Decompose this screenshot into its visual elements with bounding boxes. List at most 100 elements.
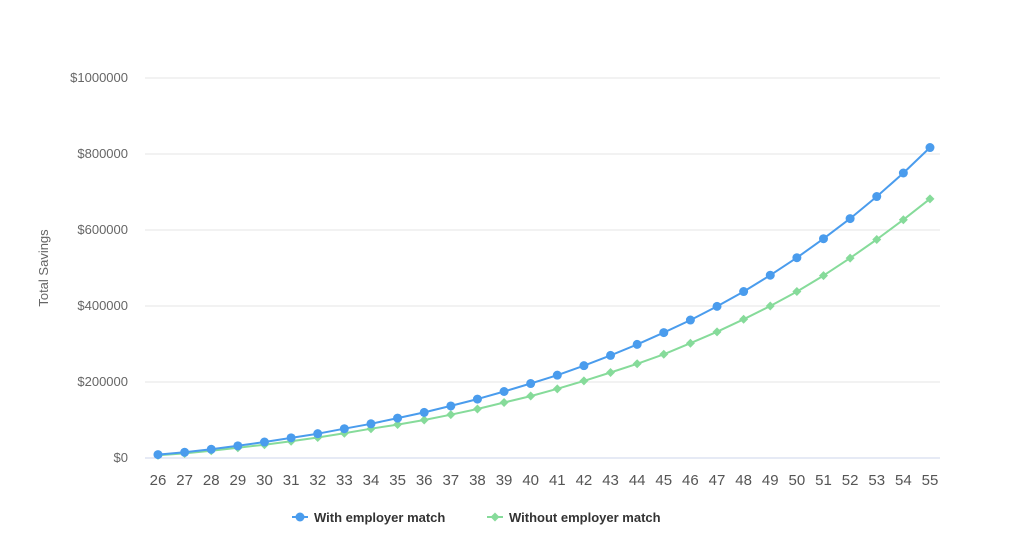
series-line (157, 146, 931, 456)
data-point[interactable] (925, 194, 935, 204)
legend-diamond-icon (490, 512, 500, 522)
x-tick-label: 29 (230, 472, 247, 489)
data-point[interactable] (792, 287, 802, 297)
data-point[interactable] (313, 429, 323, 439)
data-point[interactable] (393, 413, 403, 423)
data-point[interactable] (872, 235, 882, 244)
x-tick-label: 39 (496, 472, 513, 489)
y-tick-label: $600000 (77, 222, 128, 237)
data-point[interactable] (845, 214, 855, 224)
data-point[interactable] (712, 301, 722, 311)
data-point[interactable] (632, 339, 642, 349)
data-point[interactable] (206, 444, 216, 454)
y-tick-label: $200000 (77, 374, 128, 389)
x-tick-label: 38 (469, 472, 486, 489)
data-point[interactable] (925, 143, 935, 153)
data-point[interactable] (632, 359, 642, 369)
data-point[interactable] (606, 350, 616, 360)
x-tick-label: 28 (203, 472, 220, 489)
series-with-match[interactable] (153, 143, 935, 460)
data-point[interactable] (606, 368, 616, 377)
x-tick-label: 30 (256, 472, 273, 489)
x-tick-label: 42 (576, 472, 593, 489)
series-line (157, 198, 931, 457)
data-point[interactable] (659, 328, 669, 338)
data-point[interactable] (579, 376, 589, 386)
data-point[interactable] (552, 384, 562, 394)
x-axis-ticks: 26 27 28 29 30 31 32 33 34 35 36 37 38 39 40 41 42 43 44 45… (150, 472, 939, 489)
data-point[interactable] (898, 215, 908, 225)
legend-item-without-match[interactable]: Without employer match (487, 510, 661, 525)
data-point[interactable] (765, 270, 775, 280)
data-point[interactable] (419, 407, 429, 417)
data-point[interactable] (419, 415, 429, 425)
x-tick-label: 26 (150, 472, 167, 489)
x-tick-label: 40 (522, 472, 539, 489)
data-point[interactable] (526, 391, 536, 401)
data-point[interactable] (446, 401, 456, 411)
data-point[interactable] (180, 447, 190, 457)
data-point[interactable] (233, 441, 243, 451)
data-point[interactable] (765, 301, 775, 311)
data-point[interactable] (819, 234, 828, 244)
x-tick-label: 46 (682, 472, 699, 489)
x-tick-label: 37 (442, 472, 459, 489)
y-tick-label: $1000000 (70, 70, 128, 85)
x-tick-label: 31 (283, 472, 300, 489)
x-tick-label: 54 (895, 472, 912, 489)
series-layer (153, 143, 935, 460)
data-point[interactable] (739, 287, 749, 297)
y-tick-label: $0 (114, 450, 128, 465)
data-point[interactable] (393, 420, 403, 430)
x-tick-label: 45 (655, 472, 672, 489)
x-tick-label: 47 (709, 472, 726, 489)
data-point[interactable] (872, 192, 882, 202)
x-tick-label: 52 (842, 472, 859, 489)
data-point[interactable] (259, 437, 269, 447)
data-point[interactable] (552, 370, 562, 380)
grid-lines (145, 77, 940, 459)
data-point[interactable] (685, 338, 695, 348)
series-without-match[interactable] (153, 194, 935, 460)
x-tick-label: 43 (602, 472, 619, 489)
x-tick-label: 51 (815, 472, 832, 489)
data-point[interactable] (819, 271, 828, 281)
x-tick-label: 27 (176, 472, 193, 489)
legend-circle-icon (295, 512, 305, 522)
x-tick-label: 55 (922, 472, 939, 489)
data-point[interactable] (286, 433, 296, 443)
legend[interactable]: With employer match Without employer matc… (292, 510, 661, 525)
data-point[interactable] (898, 168, 908, 178)
legend-label: Without employer match (509, 510, 661, 525)
y-axis-label: Total Savings (36, 229, 51, 307)
y-axis-ticks: $0 $200000 $400000 $600000 $800000 $1000000 (70, 70, 128, 465)
data-point[interactable] (153, 450, 163, 460)
x-tick-label: 41 (549, 472, 566, 489)
data-point[interactable] (499, 387, 509, 396)
x-tick-label: 36 (416, 472, 433, 489)
data-point[interactable] (739, 314, 749, 324)
data-point[interactable] (579, 361, 589, 371)
x-tick-label: 33 (336, 472, 353, 489)
data-point[interactable] (659, 349, 669, 359)
x-tick-label: 44 (629, 472, 646, 489)
data-point[interactable] (712, 327, 722, 337)
data-point[interactable] (526, 379, 536, 389)
data-point[interactable] (339, 424, 349, 434)
x-tick-label: 48 (735, 472, 752, 489)
data-point[interactable] (446, 410, 456, 420)
data-point[interactable] (685, 315, 695, 325)
data-point[interactable] (472, 404, 482, 414)
x-tick-label: 50 (789, 472, 806, 489)
data-point[interactable] (499, 398, 509, 408)
data-point[interactable] (792, 253, 802, 263)
data-point[interactable] (845, 253, 855, 263)
data-point[interactable] (366, 419, 376, 429)
x-tick-label: 35 (389, 472, 406, 489)
y-tick-label: $400000 (77, 298, 128, 313)
x-tick-label: 49 (762, 472, 779, 489)
legend-item-with-match[interactable]: With employer match (292, 510, 445, 525)
data-point[interactable] (472, 394, 482, 404)
